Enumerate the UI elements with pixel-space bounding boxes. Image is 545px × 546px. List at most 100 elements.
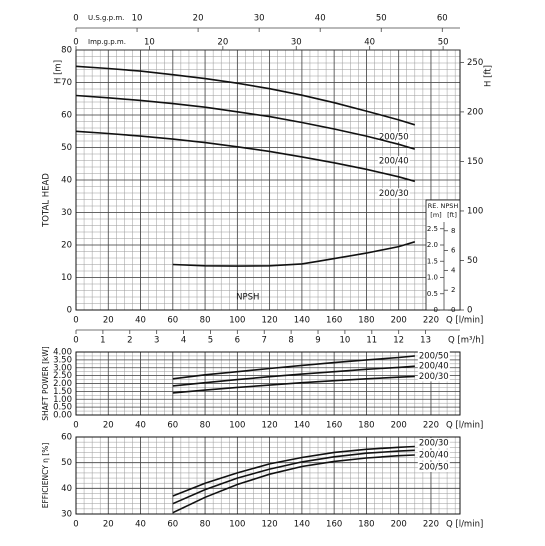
curve (172, 375, 415, 394)
series-label: 200/40 (379, 157, 409, 167)
secondary-tick-label: 50 (376, 14, 387, 24)
y2-tick-label: 50 (467, 256, 478, 266)
y-axis-label: H [m] (54, 60, 64, 84)
secondary-tick-label: 12 (393, 336, 404, 346)
label-bg (417, 438, 450, 448)
series-label: 200/30 (379, 189, 409, 199)
x-tick-label: 80 (200, 520, 211, 530)
y-axis-title: EFFICIENCY η [%] (41, 443, 50, 509)
secondary-tick-label: 40 (315, 14, 326, 24)
x-tick-label: 0 (73, 316, 78, 326)
label-bg (417, 450, 450, 460)
npsh-label: NPSH (236, 293, 259, 303)
label-bg (377, 188, 410, 199)
secondary-tick-label: 30 (291, 38, 302, 48)
y-tick-label: 1.50 (53, 387, 72, 397)
y-tick-label: 40 (61, 484, 72, 494)
npsh-ft-tick-label: 6 (451, 247, 456, 255)
x-tick-label: 140 (294, 316, 310, 326)
x-tick-label: 200 (391, 520, 407, 530)
secondary-tick-label: 10 (132, 14, 143, 24)
y-tick-label: 50 (61, 458, 72, 468)
curve (75, 94, 416, 150)
curve (172, 454, 415, 514)
y-tick-label: 1.00 (53, 395, 72, 405)
y-axis-title: SHAFT POWER [kW] (41, 346, 50, 421)
secondary-tick-label: 7 (262, 336, 267, 346)
x-tick-label: 60 (167, 316, 178, 326)
x-tick-label: 180 (358, 421, 374, 431)
secondary-tick-label: 3 (154, 336, 159, 346)
x-tick-label: 20 (103, 316, 114, 326)
x-axis-label: Q [l/min] (446, 421, 483, 431)
series-label: 200/30 (419, 372, 449, 382)
npsh-ft-tick-label: 0 (451, 306, 455, 314)
secondary-tick-label: 10 (339, 336, 350, 346)
secondary-tick-label: 1 (100, 336, 105, 346)
x-tick-label: 80 (200, 421, 211, 431)
secondary-axis-label: Q [m³/h] (448, 336, 484, 346)
label-bg (417, 371, 450, 382)
x-tick-label: 220 (423, 421, 439, 431)
y-tick-label: 10 (61, 273, 72, 283)
x-tick-label: 40 (135, 421, 146, 431)
npsh-tick-label: 2.0 (427, 241, 438, 249)
y2-axis-label: H [ft] (484, 65, 494, 87)
y-tick-label: 2.50 (53, 371, 72, 381)
x-tick-label: 20 (103, 520, 114, 530)
x-tick-label: 140 (294, 421, 310, 431)
x-axis-label: Q [l/min] (446, 316, 483, 326)
plot-frame (75, 351, 461, 416)
npsh-tick-label: 0.5 (427, 290, 438, 298)
x-tick-label: 100 (229, 520, 245, 530)
curve (75, 130, 416, 183)
x-tick-label: 0 (73, 421, 78, 431)
secondary-axis-label: U.S.g.p.m. (88, 14, 124, 22)
x-tick-label: 60 (167, 520, 178, 530)
x-tick-label: 220 (423, 520, 439, 530)
y2-tick-label: 100 (467, 206, 483, 216)
x-tick-label: 160 (326, 421, 342, 431)
y-tick-label: 70 (61, 78, 72, 88)
x-tick-label: 20 (103, 421, 114, 431)
secondary-tick-label: 40 (364, 38, 375, 48)
x-tick-label: 100 (229, 316, 245, 326)
secondary-tick-label: 0 (73, 38, 78, 48)
secondary-tick-label: 10 (144, 38, 155, 48)
secondary-tick-label: 13 (420, 336, 431, 346)
secondary-tick-label: 9 (315, 336, 320, 346)
x-tick-label: 0 (73, 520, 78, 530)
secondary-tick-label: 8 (288, 336, 293, 346)
secondary-axis-label: Imp.g.p.m. (88, 38, 126, 46)
x-tick-label: 140 (294, 520, 310, 530)
x-tick-label: 160 (326, 316, 342, 326)
label-bg (417, 361, 450, 372)
y-tick-label: 80 (61, 46, 72, 56)
y-tick-label: 30 (61, 208, 72, 218)
series-label: 200/50 (419, 351, 449, 361)
y-tick-label: 20 (61, 241, 72, 251)
series-label: 200/40 (419, 362, 449, 372)
x-axis-label: Q [l/min] (446, 520, 483, 530)
series-label: 200/40 (419, 451, 449, 461)
npsh-ft-tick-label: 8 (451, 227, 455, 235)
series-label: 200/50 (419, 463, 449, 473)
x-tick-label: 120 (261, 520, 277, 530)
secondary-tick-label: 0 (73, 14, 78, 24)
npsh-box (425, 199, 461, 311)
curve (172, 445, 415, 497)
y-tick-label: 2.00 (53, 379, 72, 389)
label-bg (377, 131, 410, 142)
x-tick-label: 220 (423, 316, 439, 326)
y-tick-label: 0 (67, 306, 72, 316)
y-axis-title: TOTAL HEAD (42, 173, 52, 228)
y-tick-label: 50 (61, 143, 72, 153)
secondary-tick-label: 60 (437, 14, 448, 24)
npsh-tick-label: 0 (434, 306, 438, 314)
npsh-title: RE. NPSH (428, 202, 459, 210)
curve (172, 355, 415, 380)
npsh-tick-label: 1.5 (427, 257, 438, 265)
label-bg (377, 156, 410, 167)
y-tick-label: 3.50 (53, 355, 72, 365)
